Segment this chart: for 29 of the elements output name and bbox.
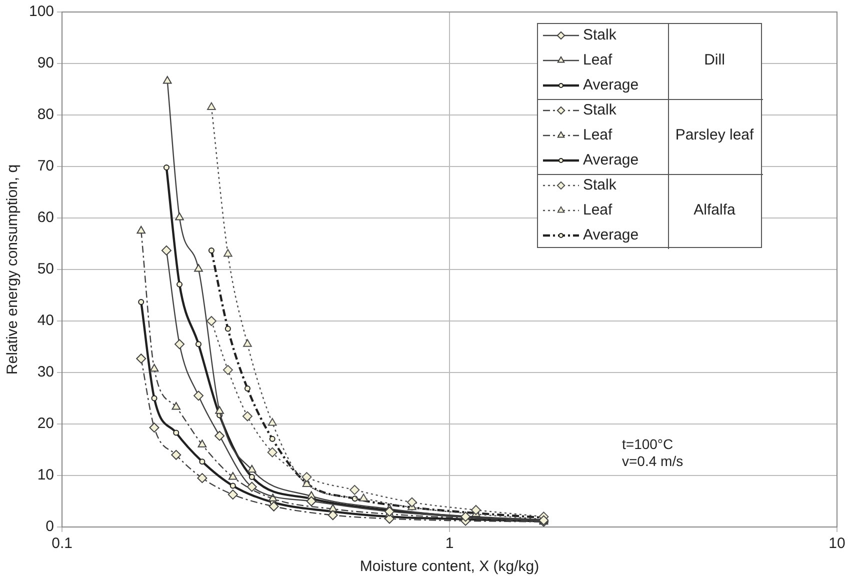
legend-label: Stalk: [583, 176, 617, 194]
y-tick-label: 60: [37, 209, 54, 226]
legend-label: Average: [583, 226, 639, 244]
annotation: Dill: [704, 52, 725, 69]
y-tick-label: 90: [37, 54, 54, 72]
legend-label: Leaf: [583, 52, 614, 69]
y-tick-label: 70: [37, 158, 54, 175]
annotation: Alfalfa: [694, 202, 736, 219]
legend-label: Leaf: [583, 202, 614, 219]
y-tick-label: 50: [37, 260, 54, 278]
x-tick-label: 10: [828, 535, 846, 552]
x-axis-title: Moisture content, X (kg/kg): [360, 558, 540, 576]
x-tick-label: 1: [445, 535, 454, 552]
annotation: Parsley leaf: [675, 126, 755, 144]
y-tick-label: 40: [37, 312, 54, 330]
x-tick-label: 0.1: [52, 535, 72, 552]
y-tick-label: 10: [37, 466, 54, 484]
legend-label: Average: [583, 76, 639, 94]
y-axis-title: Relative energy consumption, q: [4, 164, 22, 375]
legend-label: Stalk: [583, 102, 617, 119]
annotation: t=100°C v=0.4 m/s: [622, 436, 684, 469]
y-tick-label: 80: [37, 106, 54, 124]
y-tick-label: 100: [28, 3, 54, 20]
y-tick-label: 30: [37, 364, 54, 381]
legend-label: Average: [583, 152, 639, 169]
legend-label: Leaf: [583, 126, 614, 144]
legend-label: Stalk: [583, 26, 617, 44]
y-tick-label: 20: [37, 415, 54, 432]
y-tick-label: 0: [46, 518, 54, 536]
